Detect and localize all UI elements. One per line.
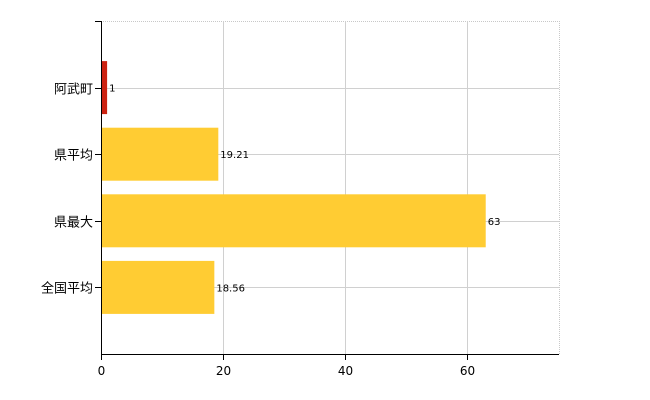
axes [95, 21, 559, 360]
bars [101, 61, 486, 314]
bar-value-label: 1 [109, 84, 115, 95]
bar-value-label: 18.56 [216, 283, 245, 294]
y-tick-label: 県最大 [54, 216, 93, 231]
x-tick-label: 40 [338, 364, 353, 378]
x-tick-label: 0 [98, 364, 106, 378]
y-tick-label: 全国平均 [41, 281, 93, 297]
bar [101, 61, 108, 115]
bar-value-label: 19.21 [220, 150, 249, 161]
x-tick-label: 20 [216, 364, 231, 378]
y-tick-label: 阿武町 [54, 83, 93, 98]
x-tick-label: 60 [460, 364, 475, 378]
bar [101, 194, 486, 248]
bar-value-label: 63 [488, 217, 501, 228]
y-tick-label: 県平均 [54, 149, 93, 164]
bar [101, 127, 219, 181]
bar [101, 260, 215, 314]
